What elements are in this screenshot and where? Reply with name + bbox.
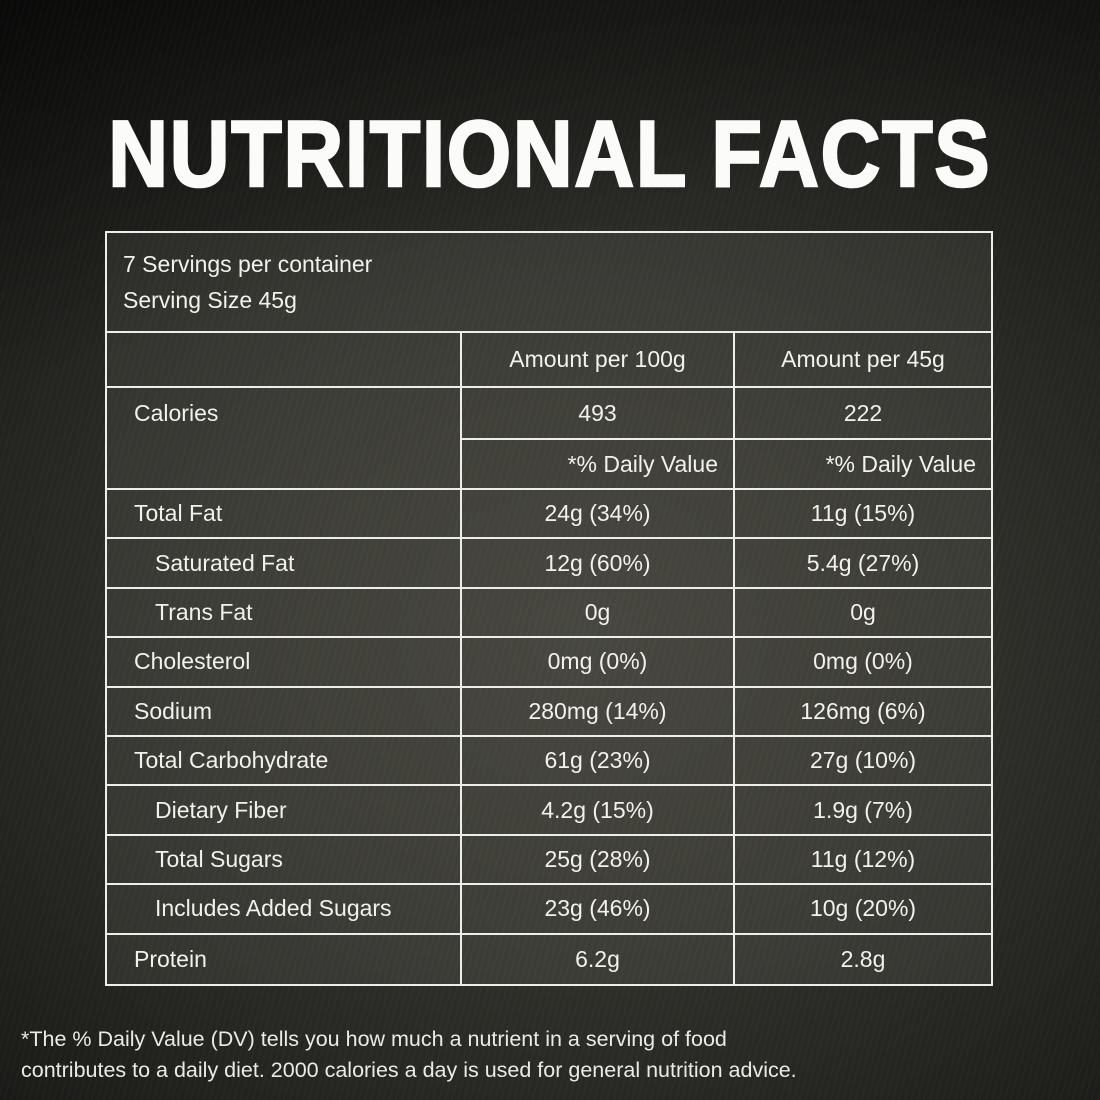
- servings-per-container: 7 Servings per container: [123, 250, 373, 277]
- value-per-45g-total-sugars: 11g (12%): [735, 836, 991, 886]
- nutrient-label-added-sugars: Includes Added Sugars: [107, 885, 462, 935]
- value-per-100g-added-sugars: 23g (46%): [462, 885, 735, 935]
- nutrient-label-total-sugars: Total Sugars: [107, 835, 462, 886]
- daily-value-footnote: *The % Daily Value (DV) tells you how mu…: [21, 1024, 797, 1086]
- nutrient-label-total-carbohydrate: Total Carbohydrate: [107, 737, 462, 787]
- value-per-100g-cholesterol: 0mg (0%): [462, 638, 735, 688]
- value-per-45g-trans-fat: 0g: [735, 589, 991, 639]
- value-per-100g-total-sugars: 25g (28%): [462, 835, 735, 886]
- value-per-45g-total-carbohydrate: 27g (10%): [735, 737, 991, 787]
- value-per-45g-total-fat: 11g (15%): [735, 490, 991, 540]
- value-per-100g-total-carbohydrate: 61g (23%): [462, 737, 735, 787]
- nutrition-facts-table: 7 Servings per container Serving Size 45…: [105, 231, 993, 986]
- value-per-45g-added-sugars: 10g (20%): [735, 885, 991, 935]
- nutrient-label-cholesterol: Cholesterol: [107, 638, 462, 688]
- value-per-45g-saturated-fat: 5.4g (27%): [735, 539, 991, 589]
- nutrient-label-saturated-fat: Saturated Fat: [107, 539, 462, 589]
- nutrient-label-protein: Protein: [107, 934, 462, 984]
- daily-value-header-100g: *% Daily Value: [462, 440, 735, 490]
- header-amount-per-100g: Amount per 100g: [462, 333, 735, 388]
- page-title: NUTRITIONAL FACTS: [0, 101, 1100, 218]
- nutrient-label-sodium: Sodium: [107, 687, 462, 737]
- value-per-45g-protein: 2.8g: [840, 945, 886, 972]
- value-per-45g-dietary-fiber: 1.9g (7%): [735, 786, 991, 836]
- value-per-45g-sodium: 126mg (6%): [735, 688, 991, 737]
- value-per-100g-total-fat: 24g (34%): [462, 490, 735, 540]
- calories-label: Calories: [107, 388, 462, 490]
- calories-per-100g: 493: [462, 388, 735, 440]
- value-per-100g-saturated-fat: 12g (60%): [462, 539, 735, 589]
- servings-cell: 7 Servings per container Serving Size 45…: [107, 233, 991, 333]
- header-spacer-cell: [107, 333, 462, 388]
- nutrient-label-dietary-fiber: Dietary Fiber: [107, 786, 462, 836]
- footnote-line-1: *The % Daily Value (DV) tells you how mu…: [21, 1027, 727, 1051]
- nutrient-label-total-fat: Total Fat: [107, 490, 462, 540]
- footnote-line-2: contributes to a daily diet. 2000 calori…: [21, 1058, 797, 1082]
- header-amount-per-45g: Amount per 45g: [735, 333, 991, 388]
- value-per-100g-protein: 6.2g: [462, 934, 735, 984]
- value-per-100g-sodium: 280mg (14%): [462, 687, 735, 737]
- page-title-text: NUTRITIONAL FACTS: [107, 101, 992, 206]
- nutrient-label-trans-fat: Trans Fat: [107, 588, 462, 639]
- serving-size: Serving Size 45g: [123, 286, 297, 313]
- calories-per-45g: 222: [735, 388, 991, 440]
- value-per-45g-cholesterol: 0mg (0%): [735, 638, 991, 688]
- value-per-100g-dietary-fiber: 4.2g (15%): [462, 786, 735, 836]
- value-per-100g-trans-fat: 0g: [462, 588, 735, 639]
- daily-value-header-45g: *% Daily Value: [735, 440, 991, 490]
